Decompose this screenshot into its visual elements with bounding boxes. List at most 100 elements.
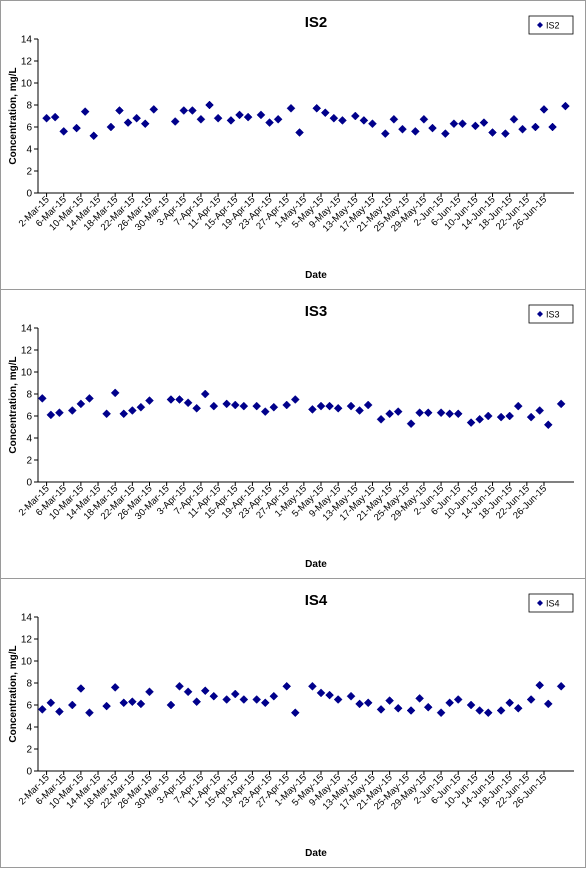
- data-point: [273, 114, 283, 124]
- y-tick-label: 14: [21, 613, 33, 624]
- data-point: [222, 695, 232, 704]
- data-point: [179, 106, 189, 115]
- y-tick-label: 4: [26, 434, 32, 445]
- data-point: [436, 408, 446, 418]
- data-point: [406, 706, 416, 715]
- data-point: [410, 127, 420, 136]
- data-point: [393, 407, 403, 416]
- data-point: [67, 406, 77, 415]
- data-point: [526, 695, 536, 704]
- data-point: [509, 114, 519, 124]
- x-axis-label: Date: [305, 270, 327, 281]
- legend-box: [528, 304, 574, 324]
- data-point: [535, 406, 545, 415]
- data-point: [85, 708, 94, 718]
- data-point: [235, 110, 244, 120]
- x-axis-label: Date: [305, 848, 327, 859]
- y-axis-label: Concentration, mg/L: [8, 645, 19, 742]
- y-tick-label: 8: [26, 679, 32, 690]
- y-axis-label: Concentration, mg/L: [8, 356, 19, 453]
- data-point: [346, 401, 356, 411]
- data-point: [119, 409, 129, 419]
- legend-label: IS3: [546, 310, 560, 320]
- y-tick-label: 2: [26, 745, 32, 756]
- data-point: [192, 403, 202, 413]
- data-point: [406, 419, 416, 429]
- data-point: [50, 112, 60, 122]
- data-point: [316, 401, 326, 411]
- data-point: [119, 698, 129, 708]
- data-point: [166, 700, 176, 710]
- data-point: [209, 401, 219, 411]
- data-point: [80, 107, 90, 116]
- y-tick-label: 2: [26, 167, 32, 178]
- data-point: [561, 101, 570, 111]
- data-point: [282, 400, 292, 410]
- data-point: [252, 401, 262, 411]
- data-point: [175, 681, 184, 691]
- data-point: [329, 113, 339, 123]
- data-point: [308, 405, 317, 414]
- data-point: [239, 401, 249, 411]
- data-point: [243, 112, 253, 122]
- data-point: [230, 400, 240, 410]
- data-point: [209, 691, 219, 701]
- data-point: [355, 699, 364, 709]
- data-point: [260, 698, 270, 708]
- y-tick-label: 10: [21, 657, 33, 668]
- data-point: [290, 395, 300, 404]
- data-point: [286, 103, 296, 113]
- y-tick-label: 4: [26, 145, 32, 156]
- data-point: [110, 388, 120, 398]
- data-point: [55, 707, 64, 716]
- data-point: [363, 698, 373, 708]
- data-point: [505, 411, 515, 421]
- y-tick-label: 10: [21, 368, 33, 379]
- data-point: [42, 113, 51, 123]
- data-point: [531, 122, 540, 132]
- legend-box: [528, 593, 574, 613]
- y-tick-label: 0: [26, 189, 32, 200]
- data-point: [106, 122, 116, 132]
- data-point: [67, 700, 77, 710]
- data-point: [149, 105, 159, 114]
- data-point: [543, 420, 553, 430]
- data-point: [539, 105, 549, 114]
- data-point: [102, 701, 111, 711]
- legend-label: IS2: [546, 21, 560, 31]
- data-point: [46, 698, 56, 708]
- data-point: [230, 689, 240, 699]
- y-axis-label: Concentration, mg/L: [8, 67, 19, 164]
- data-point: [346, 691, 356, 701]
- data-point: [37, 394, 47, 403]
- data-point: [415, 408, 424, 418]
- data-point: [398, 124, 407, 134]
- data-point: [376, 414, 386, 424]
- data-point: [132, 113, 141, 123]
- y-tick-label: 0: [26, 767, 32, 778]
- data-point: [423, 408, 433, 418]
- data-point: [308, 681, 317, 691]
- data-point: [136, 699, 146, 709]
- chart-panel-is2: IS2 Concentration, mg/L 0 2 4 6 8 10 12 14 2-Mar-1…: [0, 0, 586, 290]
- data-point: [453, 695, 463, 704]
- y-tick-label: 12: [21, 346, 33, 357]
- data-point: [363, 400, 373, 410]
- data-point: [325, 690, 334, 700]
- data-point: [483, 708, 493, 718]
- data-point: [325, 401, 334, 411]
- data-point: [59, 127, 69, 136]
- data-point: [355, 406, 364, 415]
- data-point: [359, 116, 369, 125]
- y-tick-label: 8: [26, 390, 32, 401]
- data-point: [295, 128, 304, 137]
- legend-label: IS4: [546, 599, 560, 609]
- data-point: [479, 118, 489, 127]
- data-point: [290, 708, 300, 718]
- data-point: [76, 399, 86, 409]
- data-point: [445, 698, 455, 708]
- data-point: [488, 128, 497, 137]
- data-point: [496, 412, 506, 422]
